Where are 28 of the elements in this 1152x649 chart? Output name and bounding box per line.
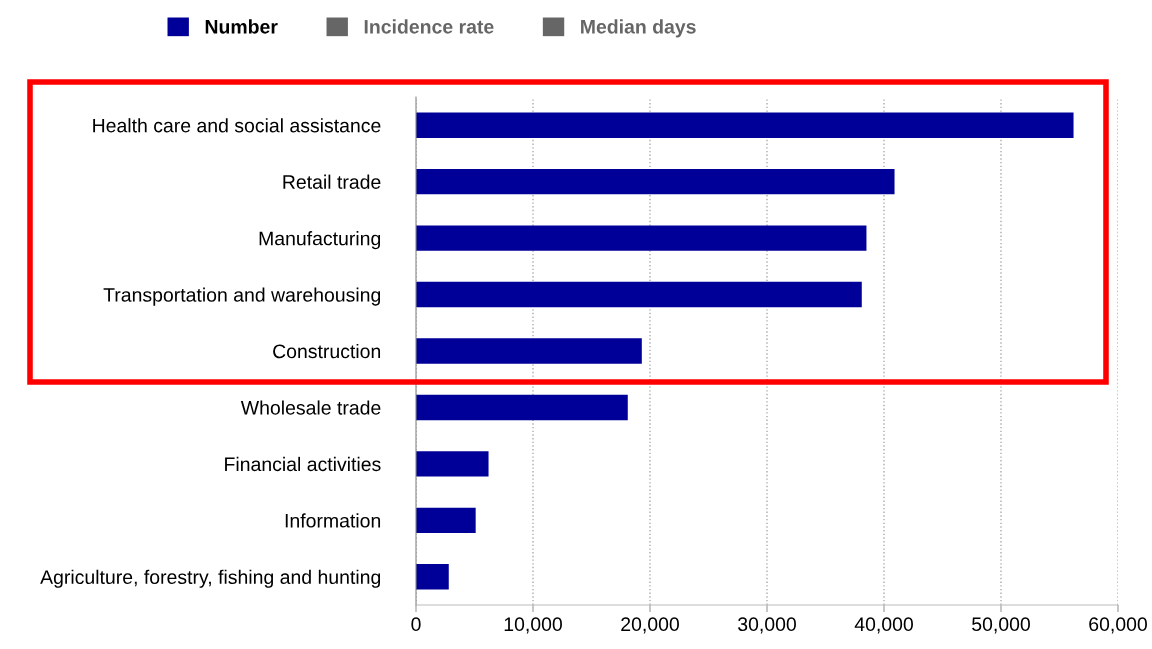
x-tick-label: 50,000 [972, 617, 1030, 634]
x-tick-label: 10,000 [504, 617, 562, 634]
y-tick-label: Health care and social assistance [93, 118, 381, 133]
y-tick-label: Manufacturing [259, 231, 381, 250]
legend-label: Incidence rate [364, 19, 494, 34]
y-tick-label: Construction [273, 343, 381, 359]
legend-label: Median days [581, 19, 696, 38]
bar [416, 394, 628, 421]
legend-label: Number [205, 19, 278, 34]
y-tick-label: Retail trade [283, 174, 381, 189]
x-tick-label: 0 [411, 617, 421, 632]
x-tick-label: 40,000 [854, 617, 913, 634]
y-tick-label: Information [285, 513, 381, 528]
y-tick-label: Transportation and warehousing [103, 287, 381, 306]
bar [416, 507, 476, 534]
bar [416, 281, 862, 308]
bar [416, 225, 867, 251]
y-tick-label: Agriculture, forestry, fishing and hunting [40, 569, 381, 588]
y-tick-label: Wholesale trade [240, 400, 381, 415]
bar [416, 451, 489, 477]
bar [416, 112, 1074, 138]
x-tick-label: 60,000 [1089, 617, 1147, 634]
y-tick-label: Financial activities [225, 456, 381, 472]
x-tick-label: 30,000 [738, 617, 796, 634]
x-tick-label: 20,000 [621, 617, 679, 634]
bar [416, 564, 449, 590]
bar [416, 168, 895, 195]
bar [416, 338, 642, 364]
